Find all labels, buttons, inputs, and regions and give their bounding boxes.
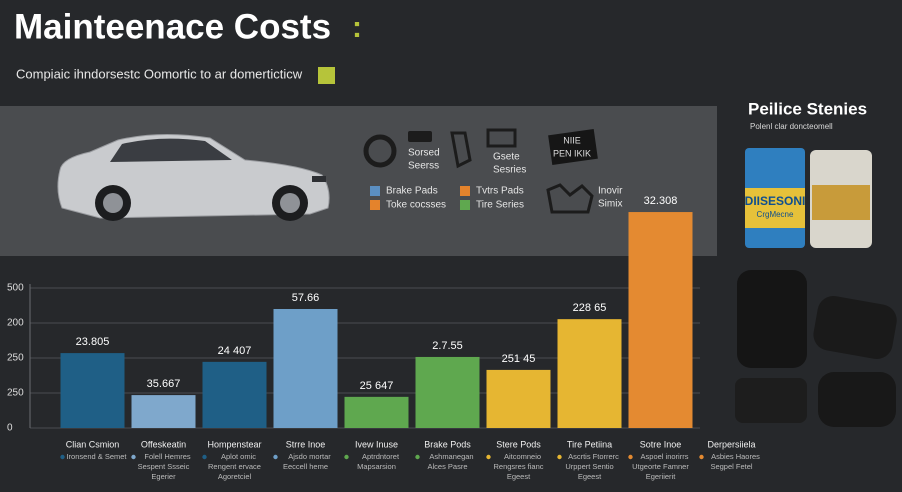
category-note: Asbies Haores	[711, 452, 760, 461]
category-note: Rengent ervace	[208, 462, 261, 471]
sidebar-subtitle: Polenl clar doncteomell	[750, 122, 833, 131]
x-tick-label: Clian Csmion	[66, 439, 120, 449]
sidebar-title: Peilice Stenies	[748, 99, 867, 118]
title: Mainteenace Costs	[14, 7, 331, 46]
y-tick-label: 0	[7, 423, 13, 434]
bar	[273, 309, 338, 428]
value-label: 57.66	[292, 292, 320, 304]
value-label: 35.667	[147, 378, 181, 390]
icon-label: Inovir	[598, 186, 623, 197]
category-note: Eeccell heme	[283, 462, 328, 471]
category-note: Rengsres fianc	[493, 462, 543, 471]
subtitle-swatch	[318, 67, 335, 84]
note-dot	[486, 454, 491, 460]
category-note: Ascrtis Ftorrerc	[568, 452, 619, 461]
legend-swatch	[460, 186, 470, 196]
icon-label: Sorsed	[408, 148, 440, 159]
icon-label: PEN IKIK	[553, 148, 591, 158]
value-label: 23.805	[76, 336, 110, 348]
value-label: 251 45	[502, 353, 536, 365]
value-label: 32.308	[644, 195, 678, 207]
x-tick-label: Ivew Inuse	[355, 439, 398, 449]
legend-swatch	[370, 186, 380, 196]
category-note: Alces Pasre	[427, 462, 467, 471]
note-dot	[131, 454, 136, 460]
y-tick-label: 250	[7, 353, 24, 364]
product-label: DIISESONI	[745, 194, 806, 208]
value-label: 228 65	[573, 302, 607, 314]
note-dot	[273, 454, 278, 460]
category-note: Egeest	[507, 472, 531, 481]
bar	[344, 396, 409, 428]
bar	[557, 319, 622, 428]
category-note: Mapsarsion	[357, 462, 396, 471]
value-label: 24 407	[218, 345, 252, 357]
legend-swatch	[460, 200, 470, 210]
category-note: Egerier	[151, 472, 176, 481]
y-tick-label: 500	[7, 283, 24, 294]
bar	[628, 212, 693, 428]
category-note: Segpel Fetel	[710, 462, 752, 471]
legend-label: Brake Pads	[386, 186, 438, 197]
category-note: Ashmanegan	[429, 452, 473, 461]
value-label: 25 647	[360, 380, 394, 392]
category-note: Aitcomneio	[504, 452, 541, 461]
category-note: Agoretciel	[218, 472, 252, 481]
note-dot	[202, 454, 207, 460]
tire-images	[735, 270, 897, 427]
category-note: Aplot omic	[221, 452, 256, 461]
category-note: Aptrdntoret	[362, 452, 400, 461]
category-note: Ajsdo mortar	[288, 452, 331, 461]
x-tick-label: Derpersiiela	[707, 439, 755, 449]
legend-label: Tire Series	[476, 200, 524, 211]
note-dot	[60, 454, 65, 460]
category-note: Urppert Sentio	[565, 462, 613, 471]
product-label: CrgMecne	[757, 210, 794, 219]
note-dot	[344, 454, 349, 460]
x-tick-label: Brake Pods	[424, 439, 471, 449]
y-tick-label: 250	[7, 388, 24, 399]
x-tick-label: Tire Petiina	[567, 439, 612, 449]
bar	[131, 395, 196, 428]
note-dot	[628, 454, 633, 460]
y-tick-label: 200	[7, 318, 24, 329]
icon-label: NIIE	[563, 135, 581, 145]
category-note: Egeest	[578, 472, 602, 481]
bar	[202, 361, 267, 428]
category-note: Utgeorte Famner	[632, 462, 689, 471]
category-note: Sespent Ssseic	[138, 462, 190, 471]
product-images	[745, 148, 872, 248]
x-tick-label: Offeskeatin	[141, 439, 186, 449]
bar	[486, 369, 551, 428]
value-label: 2.7.55	[432, 340, 463, 352]
note-dot	[699, 454, 704, 460]
x-tick-label: Hompenstear	[207, 439, 261, 449]
title-mark: :	[352, 11, 362, 44]
car-illustration	[57, 133, 330, 221]
legend-label: Toke cocsses	[386, 200, 446, 211]
note-dot	[557, 454, 562, 460]
bar	[60, 353, 125, 428]
legend-swatch	[370, 200, 380, 210]
icon-label: Sesries	[493, 165, 526, 176]
category-note: Aspoel inorirrs	[641, 452, 689, 461]
x-tick-label: Strre Inoe	[286, 439, 326, 449]
category-note: Folell Hemres	[144, 452, 191, 461]
note-dot	[415, 454, 420, 460]
category-note: Egeriierit	[646, 472, 677, 481]
icon-label: Simix	[598, 199, 622, 210]
panel-icons	[363, 128, 598, 214]
subtitle: Compiaic ihndorsestc Oomortic to ar dome…	[16, 66, 303, 81]
icon-label: Gsete	[493, 152, 520, 163]
category-note: Ironsend & Semet	[66, 452, 127, 461]
icon-label: Seerss	[408, 161, 439, 172]
x-tick-label: Stere Pods	[496, 439, 541, 449]
bar	[415, 356, 480, 428]
x-tick-label: Sotre Inoe	[640, 439, 682, 449]
legend-label: Tvtrs Pads	[476, 186, 524, 197]
